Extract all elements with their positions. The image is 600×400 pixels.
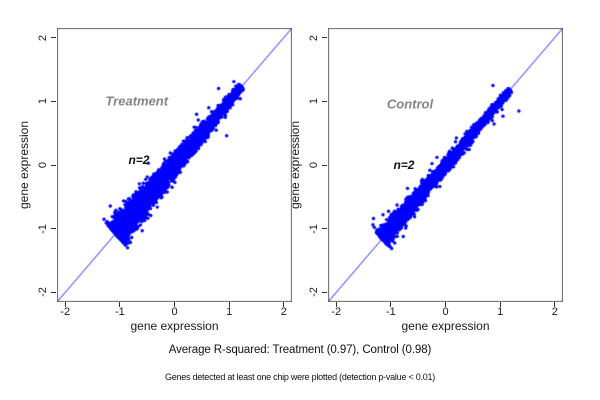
x-tick-label: 1 [226, 306, 233, 318]
control-sample-size-annotation: n=2 [393, 158, 415, 172]
y-tick-label: 1 [37, 98, 49, 105]
y-tick-label: -1 [37, 223, 49, 234]
control-panel-title: Control [386, 96, 434, 112]
x-tick-label: 2 [280, 306, 287, 318]
x-axis-tick [335, 302, 337, 307]
y-axis-tick [51, 291, 56, 293]
r-squared-summary-caption: Average R-squared: Treatment (0.97), Con… [168, 344, 432, 356]
control-x-axis-title: gene expression [401, 319, 490, 333]
treatment-panel-title: Treatment [105, 93, 169, 109]
x-tick-label: -1 [385, 306, 396, 318]
x-tick-label: -1 [114, 306, 125, 318]
x-axis-tick [554, 302, 556, 307]
y-axis-tick [322, 37, 327, 39]
treatment-scatter-canvas [57, 28, 292, 302]
y-axis-tick [322, 164, 327, 166]
x-axis-tick [119, 302, 121, 307]
treatment-y-axis-title: gene expression [17, 120, 31, 210]
y-tick-label: 2 [37, 34, 49, 41]
y-tick-label: -2 [37, 287, 49, 298]
control-y-axis-title: gene expression [288, 120, 302, 210]
treatment-sample-size-annotation: n=2 [128, 152, 150, 167]
x-axis-tick [174, 302, 175, 307]
x-tick-label: 1 [497, 306, 504, 318]
y-tick-label: 2 [308, 34, 320, 41]
control-scatter-canvas [328, 28, 563, 302]
y-axis-tick [51, 100, 56, 102]
x-axis-tick [499, 302, 501, 307]
y-tick-label: -2 [308, 287, 320, 298]
y-tick-label: 0 [37, 161, 49, 169]
y-axis-tick [51, 228, 56, 230]
detection-footnote-caption: Genes detected at least one chip were pl… [165, 372, 435, 382]
x-axis-tick [445, 302, 446, 307]
x-tick-label: 2 [551, 306, 558, 318]
treatment-x-axis-title: gene expression [130, 319, 219, 333]
x-axis-tick [283, 302, 285, 307]
y-tick-label: -1 [308, 223, 320, 234]
y-axis-tick [51, 164, 56, 166]
y-tick-label: 0 [308, 161, 320, 169]
x-tick-label: 0 [442, 306, 449, 318]
x-axis-tick [390, 302, 392, 307]
x-tick-label: 0 [171, 306, 178, 318]
x-tick-label: -2 [331, 306, 342, 318]
y-axis-tick [322, 291, 327, 293]
y-axis-tick [322, 100, 327, 102]
y-tick-label: 1 [308, 98, 320, 105]
y-axis-tick [51, 37, 56, 39]
x-axis-tick [64, 302, 66, 307]
x-axis-tick [228, 302, 230, 307]
y-axis-tick [322, 228, 327, 230]
x-tick-label: -2 [60, 306, 71, 318]
